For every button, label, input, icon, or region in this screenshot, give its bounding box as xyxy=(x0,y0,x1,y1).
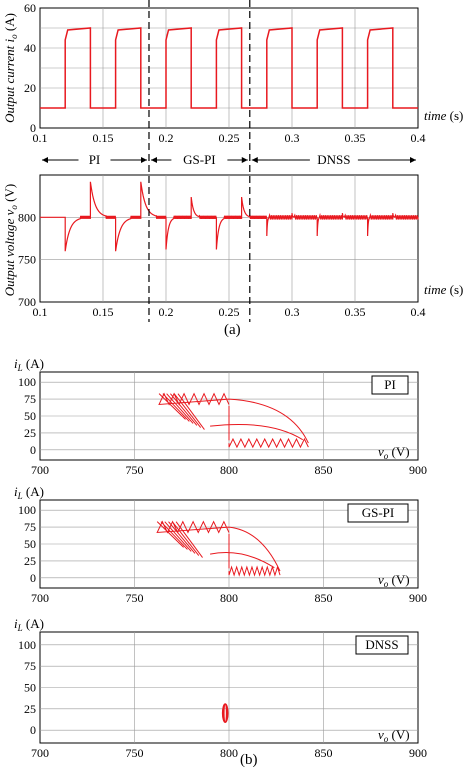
x-tick-label: 700 xyxy=(31,746,49,760)
x-tick-label: 0.4 xyxy=(411,305,426,319)
y-tick-label: 100 xyxy=(18,503,36,517)
x-tick-label: 850 xyxy=(315,591,333,605)
voltage-xlabel: time (s) xyxy=(424,282,463,297)
y-tick-label: 25 xyxy=(24,426,36,440)
y-tick-label: 75 xyxy=(24,520,36,534)
y-tick-label: 25 xyxy=(24,702,36,716)
y-tick-label: 25 xyxy=(24,554,36,568)
current-gridlines xyxy=(40,8,418,128)
x-tick-label: 0.15 xyxy=(93,305,114,319)
x-tick-label: 0.1 xyxy=(33,131,48,145)
legend-label: DNSS xyxy=(365,637,398,652)
y-tick-label: 800 xyxy=(18,210,36,224)
y-tick-label: 75 xyxy=(24,392,36,406)
region-arrowhead-left xyxy=(251,157,258,163)
legend-label: GS-PI xyxy=(362,505,395,520)
y-tick-label: 700 xyxy=(18,295,36,309)
x-tick-label: 750 xyxy=(126,463,144,477)
y-tick-label: 60 xyxy=(24,1,36,15)
y-tick-label: 50 xyxy=(24,681,36,695)
y-tick-label: 0 xyxy=(30,723,36,737)
x-tick-label: 0.35 xyxy=(345,131,366,145)
region-label: PI xyxy=(89,152,101,167)
y-tick-label: 40 xyxy=(24,41,36,55)
current-xlabel: time (s) xyxy=(424,108,463,123)
y-tick-label: 750 xyxy=(18,253,36,267)
y-tick-label: 100 xyxy=(18,375,36,389)
voltage-tick-labels: 0.1 0.15 0.2 0.25 0.3 0.35 0.4 700 750 800 xyxy=(18,210,426,319)
x-tick-label: 0.3 xyxy=(285,305,300,319)
x-tick-label: 0.4 xyxy=(411,131,426,145)
x-tick-label: 750 xyxy=(126,746,144,760)
y-tick-label: 100 xyxy=(18,638,36,652)
x-tick-label: 0.25 xyxy=(219,131,240,145)
x-tick-label: 0.3 xyxy=(285,131,300,145)
x-tick-label: 800 xyxy=(220,746,238,760)
phase-xlabel: vo (V) xyxy=(378,444,410,461)
x-tick-label: 0.15 xyxy=(93,131,114,145)
phase-trajectory xyxy=(156,520,281,577)
phase-xlabel: vo (V) xyxy=(378,727,410,744)
legend-label: PI xyxy=(384,377,396,392)
x-tick-label: 900 xyxy=(409,463,427,477)
region-arrowhead-right xyxy=(241,157,248,163)
x-tick-label: 900 xyxy=(409,591,427,605)
y-tick-label: 0 xyxy=(30,443,36,457)
controller-regions: PI GS-PI DNSS xyxy=(42,152,416,167)
region-arrowhead-right xyxy=(140,157,147,163)
y-tick-label: 75 xyxy=(24,659,36,673)
phase-plot-gspi: 700 750 800 850 900 0 25 50 75 100 iL (A) vo (V) GS-… xyxy=(14,484,427,605)
phase-ylabel: iL (A) xyxy=(14,356,44,373)
caption-a: (a) xyxy=(224,322,241,338)
x-tick-label: 900 xyxy=(409,746,427,760)
x-tick-label: 0.25 xyxy=(219,305,240,319)
x-tick-label: 700 xyxy=(31,463,49,477)
x-tick-label: 800 xyxy=(220,463,238,477)
x-tick-label: 0.2 xyxy=(159,305,174,319)
phase-ylabel: iL (A) xyxy=(14,484,44,501)
voltage-gridlines xyxy=(40,175,418,302)
legend-box xyxy=(355,635,409,655)
x-tick-label: 800 xyxy=(220,591,238,605)
x-tick-label: 700 xyxy=(31,591,49,605)
legend-box xyxy=(371,375,409,395)
x-tick-label: 850 xyxy=(315,746,333,760)
x-tick-label: 0.2 xyxy=(159,131,174,145)
legend-box xyxy=(347,503,409,523)
x-tick-label: 0.35 xyxy=(345,305,366,319)
region-arrowhead-left xyxy=(150,157,157,163)
y-tick-label: 0 xyxy=(30,121,36,135)
x-tick-label: 750 xyxy=(126,591,144,605)
phase-plot-dnss: 700 750 800 850 900 0 25 50 75 100 iL (A) vo (V) DNS… xyxy=(14,616,427,760)
x-tick-label: 850 xyxy=(315,463,333,477)
region-arrowhead-left xyxy=(42,157,48,163)
y-tick-label: 50 xyxy=(24,537,36,551)
y-tick-label: 0 xyxy=(30,571,36,585)
caption-b: (b) xyxy=(240,752,258,768)
y-tick-label: 20 xyxy=(24,81,36,95)
y-tick-label: 50 xyxy=(24,409,36,423)
phase-trajectory xyxy=(221,703,229,724)
current-trace xyxy=(40,27,418,109)
current-tick-labels: 0.1 0.15 0.2 0.25 0.3 0.35 0.4 0 20 40 60 xyxy=(24,1,426,145)
region-label: DNSS xyxy=(317,152,350,167)
voltage-trace xyxy=(40,181,419,252)
current-ylabel: Output current io (A) xyxy=(2,13,20,123)
x-tick-label: 0.1 xyxy=(33,305,48,319)
phase-trajectory xyxy=(158,392,309,449)
phase-ylabel: iL (A) xyxy=(14,616,44,633)
phase-plot-pi: 700 750 800 850 900 0 25 50 75 100 iL (A) vo (V) PI xyxy=(14,356,427,477)
voltage-ylabel: Output voltage vo (V) xyxy=(2,184,20,296)
current-plot: 0.1 0.15 0.2 0.25 0.3 0.35 0.4 0 20 40 60 time (s)… xyxy=(2,1,463,145)
phase-xlabel: vo (V) xyxy=(378,572,410,589)
voltage-plot: 0.1 0.15 0.2 0.25 0.3 0.35 0.4 700 750 800 time (… xyxy=(2,174,463,319)
region-arrowhead-right xyxy=(410,157,416,163)
region-label: GS-PI xyxy=(183,152,216,167)
